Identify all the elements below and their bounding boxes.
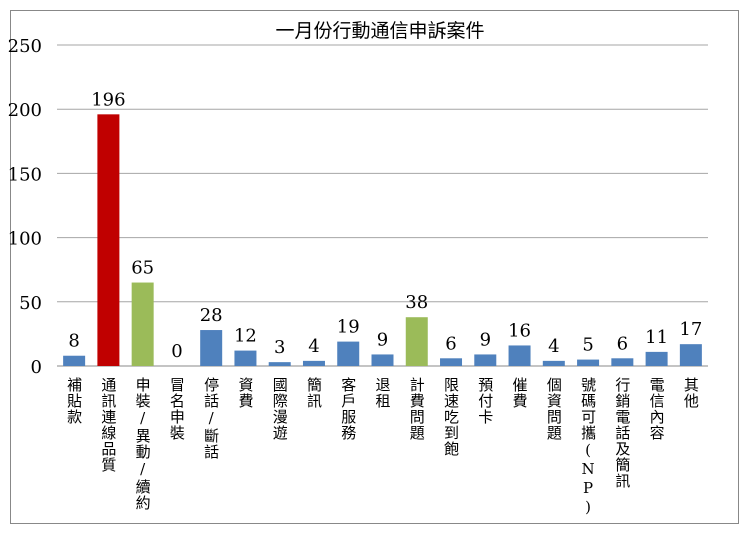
x-tick-label: 限速吃到飽 [442, 377, 461, 457]
x-tick-label: 個資問題 [544, 377, 563, 441]
bar [679, 344, 702, 366]
x-tick-label: 計費問題 [407, 377, 426, 441]
data-label: 19 [337, 317, 360, 338]
data-label: 12 [234, 326, 257, 347]
data-label: 4 [308, 336, 319, 357]
data-label: 5 [582, 335, 593, 356]
bar [63, 355, 86, 366]
bar [440, 358, 463, 366]
x-tick-label: 停話/斷話 [202, 377, 221, 460]
x-tick-label: 客戶服務 [339, 377, 358, 441]
data-label: 9 [377, 329, 388, 350]
bar [405, 317, 428, 366]
bar [131, 282, 154, 366]
x-tick-label: 冒名申裝 [167, 377, 186, 441]
x-tick-label: 補貼款 [65, 377, 84, 425]
x-tick-label: 通訊連線品質 [99, 377, 118, 473]
x-tick-label: 退租 [373, 377, 392, 409]
y-tick-label: 100 [8, 229, 42, 250]
x-tick-label: 電信內容 [647, 377, 666, 441]
y-tick-label: 50 [19, 293, 42, 314]
data-label: 17 [679, 319, 702, 340]
data-label: 11 [645, 327, 668, 348]
bar [577, 359, 600, 366]
chart-frame [10, 10, 739, 524]
data-label: 0 [171, 341, 182, 362]
data-label: 4 [548, 336, 559, 357]
data-label: 65 [131, 258, 154, 279]
bar [302, 360, 325, 366]
x-tick-label: 申裝/異動/續約 [133, 377, 152, 511]
data-label: 6 [617, 333, 628, 354]
bar [611, 358, 634, 366]
data-label: 16 [508, 320, 531, 341]
bar [371, 354, 394, 366]
x-tick-label: 其他 [681, 377, 700, 409]
x-tick-label: 號碼可攜(NP) [579, 377, 598, 517]
bar [542, 360, 565, 366]
bar [97, 114, 120, 366]
bar [645, 351, 668, 366]
x-tick-label: 國際漫遊 [270, 377, 289, 441]
data-label: 8 [68, 331, 79, 352]
data-label: 28 [200, 305, 223, 326]
x-tick-label: 行銷電話及簡訊 [613, 377, 632, 489]
x-tick-label: 預付卡 [476, 377, 495, 425]
data-label: 6 [445, 333, 456, 354]
data-label: 196 [91, 89, 125, 110]
bar [234, 350, 257, 366]
y-tick-label: 0 [31, 357, 42, 378]
y-tick-label: 200 [8, 100, 42, 121]
bar [508, 345, 531, 366]
x-tick-label: 簡訊 [304, 377, 323, 409]
bar [200, 330, 223, 366]
y-tick-label: 250 [8, 36, 42, 57]
bar [474, 354, 497, 366]
y-tick-label: 150 [8, 164, 42, 185]
data-label: 38 [405, 292, 428, 313]
bar [268, 362, 291, 366]
data-label: 3 [274, 337, 285, 358]
x-tick-label: 催費 [510, 377, 529, 409]
data-label: 9 [480, 329, 491, 350]
x-tick-label: 資費 [236, 377, 255, 409]
bar [337, 341, 360, 366]
chart-title: 一月份行動通信申訴案件 [275, 20, 484, 42]
